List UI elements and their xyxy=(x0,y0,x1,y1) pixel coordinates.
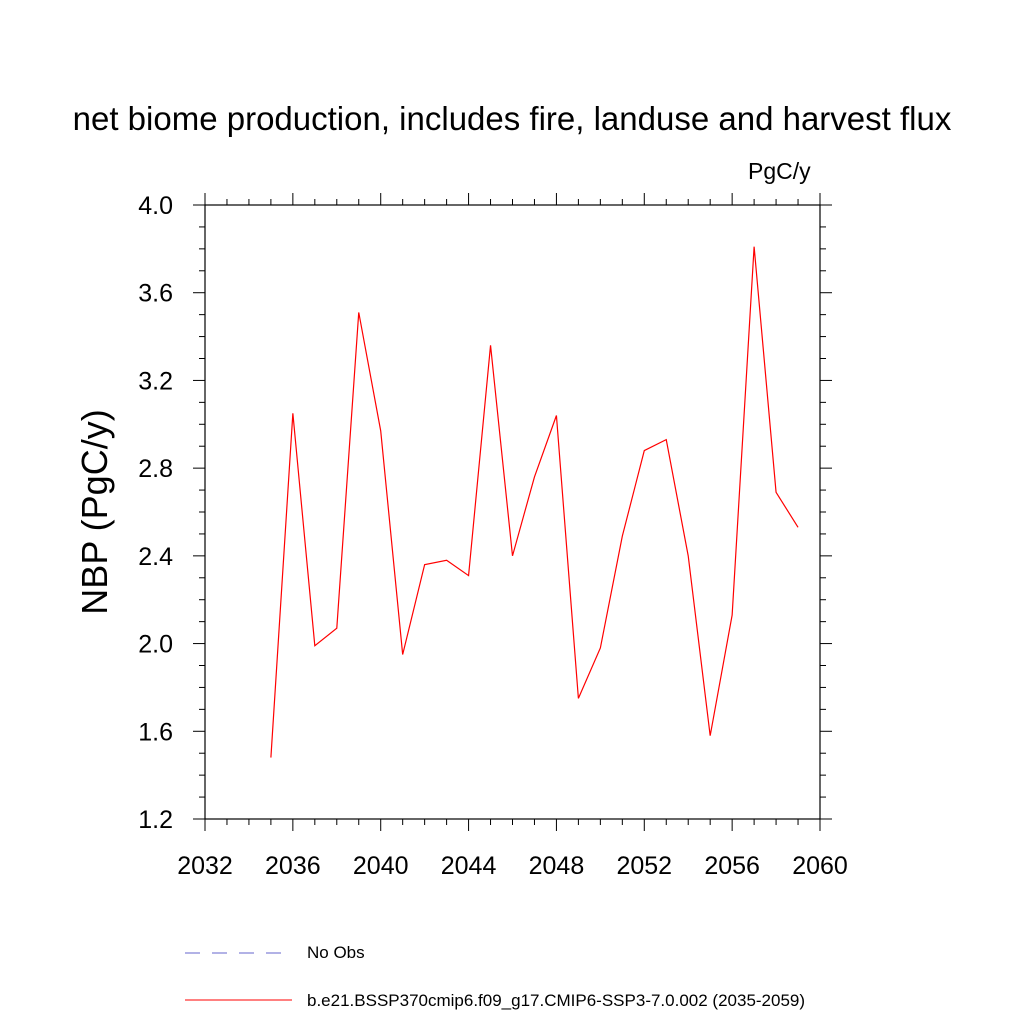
x-tick-label: 2052 xyxy=(616,852,672,880)
y-tick-label: 2.0 xyxy=(138,631,173,659)
y-tick-label: 1.6 xyxy=(138,718,173,746)
x-tick-label: 2036 xyxy=(265,852,321,880)
chart-title: net biome production, includes fire, lan… xyxy=(72,100,952,137)
x-tick-label: 2044 xyxy=(441,852,497,880)
y-tick-label: 2.4 xyxy=(138,543,173,571)
legend-label-no-obs: No Obs xyxy=(307,943,365,962)
plot-frame xyxy=(204,204,821,820)
x-tick-label: 2040 xyxy=(353,852,409,880)
x-tick-label: 2056 xyxy=(704,852,760,880)
x-tick-label: 2060 xyxy=(792,852,848,880)
x-tick-label: 2032 xyxy=(177,852,233,880)
y-tick-label: 1.2 xyxy=(138,806,173,834)
y-tick-label: 2.8 xyxy=(138,455,173,483)
x-tick-label: 2048 xyxy=(529,852,585,880)
legend-label-model-run: b.e21.BSSP370cmip6.f09_g17.CMIP6-SSP3-7.… xyxy=(307,991,806,1010)
y-tick-label: 4.0 xyxy=(138,192,173,220)
y-tick-label: 3.2 xyxy=(138,367,173,395)
series-line xyxy=(270,246,799,758)
y-tick-label: 3.6 xyxy=(138,280,173,308)
units-label: PgC/y xyxy=(748,158,811,184)
